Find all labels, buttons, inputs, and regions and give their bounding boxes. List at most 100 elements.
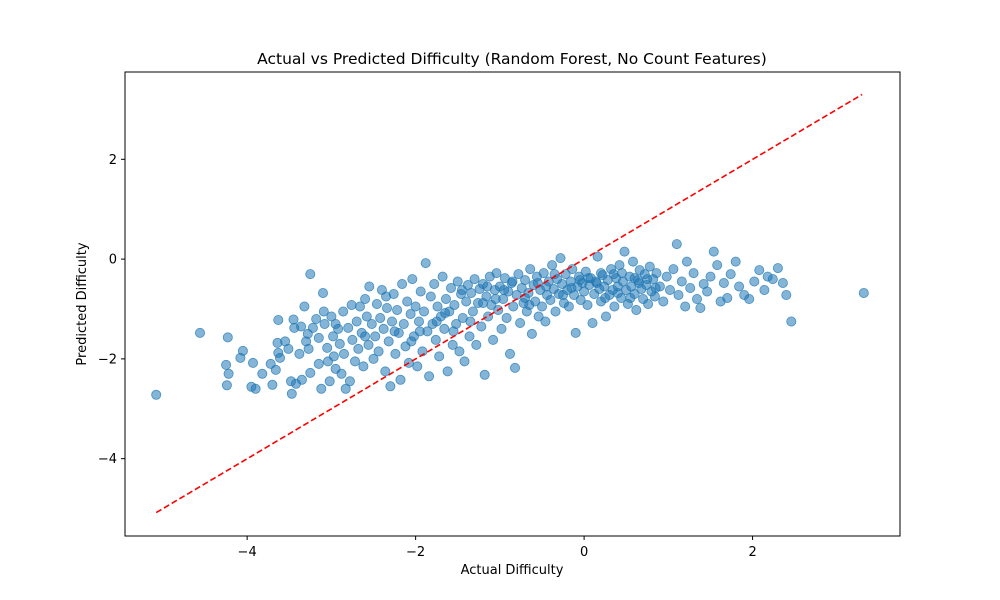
scatter-point (424, 371, 435, 382)
scatter-point (406, 336, 417, 347)
scatter-point (617, 268, 628, 279)
scatter-point (858, 287, 869, 298)
scatter-point (712, 260, 723, 271)
scatter-point (469, 274, 480, 285)
scatter-point (283, 343, 294, 354)
scatter-point (296, 321, 307, 332)
scatter-point (319, 318, 330, 329)
scatter-point (429, 278, 440, 289)
scatter-point (311, 313, 322, 324)
scatter-point (587, 317, 598, 328)
scatter-point (491, 268, 502, 279)
scatter-point (651, 268, 662, 279)
scatter-point (702, 286, 713, 297)
scatter-point (440, 307, 451, 318)
x-tick-label: 2 (748, 545, 756, 560)
scatter-point (413, 316, 424, 327)
scatter-point (533, 311, 544, 322)
scatter-point (347, 334, 358, 345)
x-axis-label: Actual Difficulty (461, 563, 564, 578)
scatter-point (221, 380, 232, 391)
scatter-point (303, 343, 314, 354)
scatter-point (313, 358, 324, 369)
scatter-point (496, 323, 507, 334)
scatter-point (431, 316, 442, 327)
scatter-point (722, 292, 733, 303)
scatter-point (449, 299, 460, 310)
scatter-point (538, 268, 549, 279)
scatter-point (340, 383, 351, 394)
scatter-point (447, 339, 458, 350)
scatter-point (465, 316, 476, 327)
x-tick-label: 0 (580, 545, 588, 560)
scatter-point (439, 323, 450, 334)
scatter-point (488, 334, 499, 345)
scatter-point (397, 278, 408, 289)
scatter-point (671, 239, 682, 250)
scatter-point (326, 311, 337, 322)
scatter-point (625, 292, 636, 303)
x-tick-label: −2 (406, 545, 425, 560)
y-axis-ticks: −4 −2 0 2 (98, 153, 125, 467)
scatter-point (299, 301, 310, 312)
scatter-point (328, 331, 339, 342)
scatter-point (730, 256, 741, 267)
scatter-point (676, 276, 687, 287)
scatter-point (420, 258, 431, 269)
scatter-point (644, 261, 655, 272)
scatter-point (364, 281, 375, 292)
scatter-point (247, 357, 258, 368)
scatter-point (767, 274, 778, 285)
scatter-point (575, 294, 586, 305)
scatter-point (223, 368, 234, 379)
scatter-point (418, 306, 429, 317)
scatter-point (524, 299, 535, 310)
scatter-point (786, 316, 797, 327)
scatter-point (296, 374, 307, 385)
scatter-point (459, 356, 470, 367)
scatter-point (759, 284, 770, 295)
scatter-point (609, 301, 620, 312)
scatter-point (649, 291, 660, 302)
scatter-point (274, 352, 285, 363)
scatter-point (432, 301, 443, 312)
scatter-point (360, 293, 371, 304)
scatter-point (570, 327, 581, 338)
scatter-point (437, 271, 448, 282)
scatter-point (515, 317, 526, 328)
scatter-point (267, 379, 278, 390)
scatter-point (257, 368, 268, 379)
y-axis-label: Predicted Difficulty (75, 242, 90, 365)
scatter-point (525, 264, 536, 275)
scatter-point (402, 296, 413, 307)
scatter-point (454, 346, 465, 357)
scatter-point (334, 338, 345, 349)
scatter-point (316, 383, 327, 394)
scatter-point (250, 383, 261, 394)
scatter-point (583, 273, 594, 284)
scatter-point (526, 328, 537, 339)
scatter-point (688, 268, 699, 279)
scatter-point (508, 301, 519, 312)
scatter-point (658, 296, 669, 307)
scatter-point (370, 331, 381, 342)
scatter-point (318, 306, 329, 317)
scatter-point (540, 316, 551, 327)
scatter-point (592, 251, 603, 262)
scatter-point (415, 286, 426, 297)
scatter-point (777, 277, 788, 288)
scatter-point (366, 318, 377, 329)
scatter-point (579, 286, 590, 297)
scatter-point (541, 281, 552, 292)
scatter-point (151, 389, 162, 400)
scatter-point (482, 281, 493, 292)
scatter-point (471, 339, 482, 350)
scatter-point (708, 246, 719, 257)
scatter-point (479, 369, 490, 380)
scatter-point (412, 361, 423, 372)
scatter-point (628, 256, 639, 267)
scatter-point (222, 332, 233, 343)
scatter-point (718, 277, 729, 288)
scatter-point (467, 306, 478, 317)
